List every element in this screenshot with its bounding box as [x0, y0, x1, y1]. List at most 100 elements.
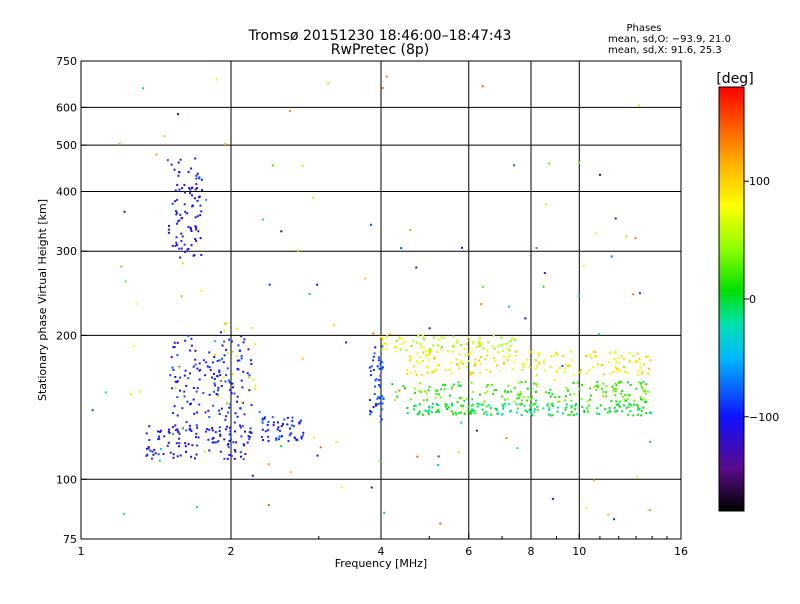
data-point: [471, 398, 474, 401]
data-point: [647, 355, 650, 358]
data-point: [148, 439, 151, 441]
stats-line-x: mean, sd,X: 91.6, 25.3: [608, 45, 722, 56]
data-point: [401, 342, 404, 345]
data-point: [175, 213, 178, 216]
data-point: [595, 388, 598, 391]
data-point: [461, 362, 464, 365]
data-point: [567, 414, 570, 417]
data-point: [177, 430, 180, 433]
data-point: [217, 389, 220, 392]
data-point: [477, 340, 480, 343]
data-point: [227, 443, 230, 445]
data-point: [231, 373, 234, 375]
data-point: [504, 389, 507, 392]
data-point: [553, 354, 556, 357]
data-point: [580, 369, 582, 372]
data-point: [213, 373, 215, 375]
data-point: [478, 343, 480, 346]
data-point: [546, 402, 549, 405]
data-point: [302, 431, 305, 434]
data-point: [488, 404, 491, 407]
data-point: [459, 411, 462, 414]
data-point: [468, 411, 471, 414]
data-point: [248, 438, 251, 441]
data-point: [179, 376, 182, 379]
data-point: [516, 411, 519, 414]
data-point: [368, 366, 371, 369]
data-point: [370, 374, 372, 377]
data-point: [481, 408, 484, 411]
data-point: [176, 380, 179, 383]
data-point: [378, 367, 381, 370]
data-point: [251, 474, 254, 477]
data-point: [155, 153, 158, 156]
data-point: [530, 413, 533, 416]
data-point: [495, 389, 498, 392]
data-point: [456, 401, 459, 403]
data-point: [430, 371, 433, 374]
data-point: [458, 353, 461, 356]
data-point: [642, 380, 645, 383]
data-point: [476, 346, 479, 348]
data-point: [436, 364, 439, 367]
data-point: [208, 351, 211, 354]
data-point: [515, 350, 518, 353]
x-tick-label: 6: [465, 545, 472, 558]
data-point: [549, 365, 552, 368]
data-point: [459, 361, 462, 364]
data-point: [545, 203, 548, 206]
data-point: [378, 359, 381, 362]
data-point: [373, 393, 376, 395]
data-point: [637, 405, 639, 408]
data-point: [427, 371, 429, 374]
data-point: [159, 448, 162, 451]
data-point: [177, 161, 180, 164]
data-point: [198, 362, 201, 365]
data-point: [524, 317, 527, 320]
data-point: [640, 414, 643, 417]
data-point: [594, 351, 597, 353]
data-point: [224, 143, 227, 146]
data-point: [623, 357, 625, 360]
data-point: [422, 351, 425, 354]
data-point: [473, 412, 476, 415]
data-point: [246, 441, 249, 444]
data-point: [423, 338, 426, 341]
data-point: [612, 370, 615, 373]
data-point: [228, 381, 231, 384]
data-point: [416, 413, 419, 416]
data-point: [629, 384, 632, 386]
data-point: [485, 405, 488, 408]
data-point: [551, 414, 554, 417]
data-point: [122, 513, 125, 516]
data-point: [172, 426, 175, 428]
data-point: [624, 370, 626, 373]
data-point: [132, 345, 135, 348]
data-point: [565, 403, 568, 406]
data-point: [452, 412, 455, 415]
data-point: [623, 399, 626, 402]
data-point: [192, 254, 195, 257]
data-point: [565, 387, 568, 390]
y-tick-label: 200: [56, 329, 77, 342]
data-point: [526, 411, 529, 413]
data-point: [636, 475, 639, 478]
data-point: [275, 437, 278, 440]
data-point: [632, 355, 635, 357]
data-point: [201, 189, 203, 192]
data-point: [425, 366, 428, 369]
data-point: [615, 400, 618, 403]
data-point: [437, 404, 440, 406]
data-point: [180, 232, 183, 235]
x-axis-label: Frequency [MHz]: [335, 557, 427, 570]
data-point: [636, 352, 639, 355]
data-point: [200, 289, 203, 292]
data-point: [470, 381, 473, 384]
data-point: [217, 440, 220, 443]
data-point: [405, 349, 408, 352]
data-point: [497, 351, 500, 354]
data-point: [233, 449, 236, 451]
data-point: [642, 406, 645, 409]
data-point: [233, 392, 236, 395]
data-point: [236, 415, 239, 418]
